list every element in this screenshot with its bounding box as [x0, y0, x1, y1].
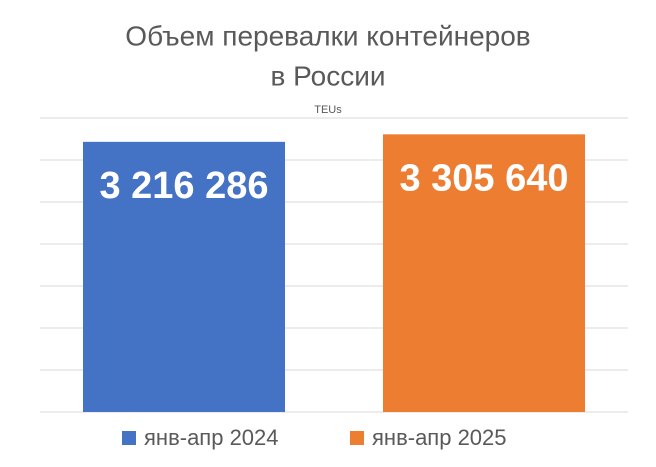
bar: [383, 134, 585, 412]
chart-title: Объем перевалки контейнеров: [125, 20, 530, 51]
legend-label: янв-апр 2025: [372, 425, 507, 450]
value-label: 3 305 640: [399, 157, 568, 199]
legend-swatch: [122, 431, 136, 445]
chart-subtitle: TEUs: [314, 104, 342, 116]
legend-swatch: [350, 431, 364, 445]
legend-label: янв-апр 2024: [144, 425, 279, 450]
bar: [83, 141, 285, 412]
chart-title: в России: [271, 60, 386, 91]
value-label: 3 216 286: [99, 165, 268, 207]
